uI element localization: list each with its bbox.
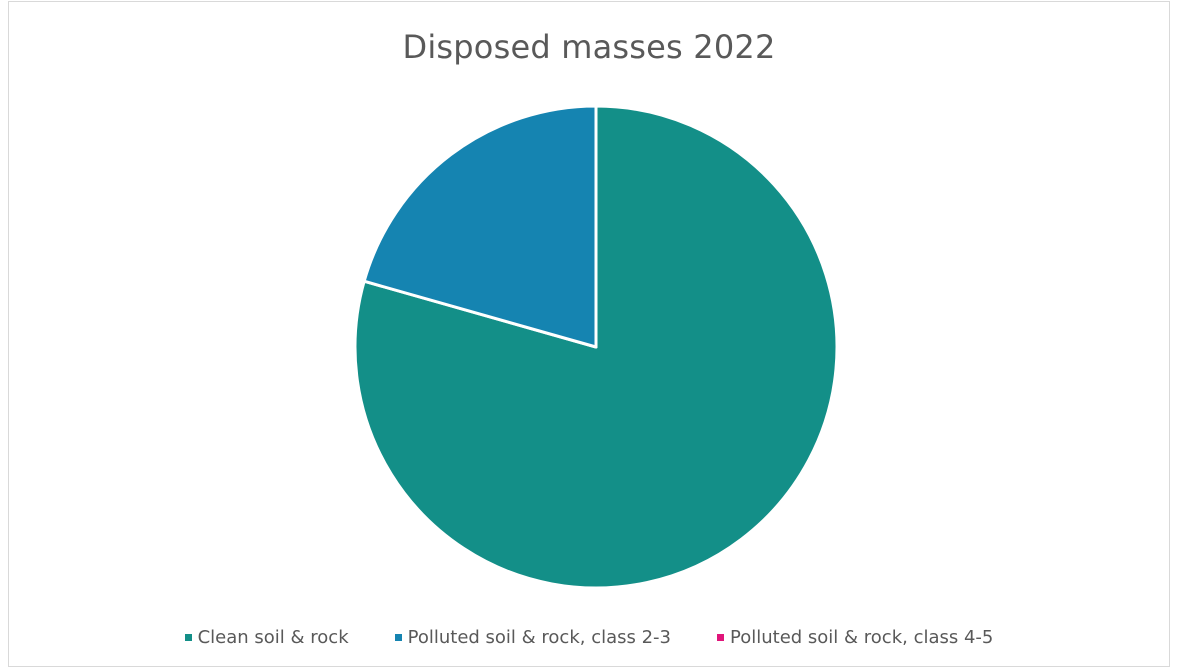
- legend-item: Polluted soil & rock, class 2-3: [394, 627, 671, 648]
- pie-slice-clean-soil-rock: [353, 104, 839, 590]
- chart-title: Disposed masses 2022: [402, 28, 776, 66]
- legend-swatch: [717, 634, 724, 641]
- legend-label: Polluted soil & rock, class 2-3: [407, 627, 671, 648]
- pie-slice-polluted-soil-rock-class-2-3: [362, 104, 598, 349]
- pie-slices: [353, 104, 839, 590]
- legend: Clean soil & rock Polluted soil & rock, c…: [0, 627, 1178, 648]
- legend-swatch: [184, 634, 192, 641]
- legend-swatch: [394, 634, 402, 641]
- legend-item: Polluted soil & rock, class 4-5: [717, 627, 993, 648]
- legend-item: Clean soil & rock: [184, 627, 349, 648]
- legend-label: Polluted soil & rock, class 4-5: [730, 627, 994, 648]
- legend-label: Clean soil & rock: [197, 627, 349, 648]
